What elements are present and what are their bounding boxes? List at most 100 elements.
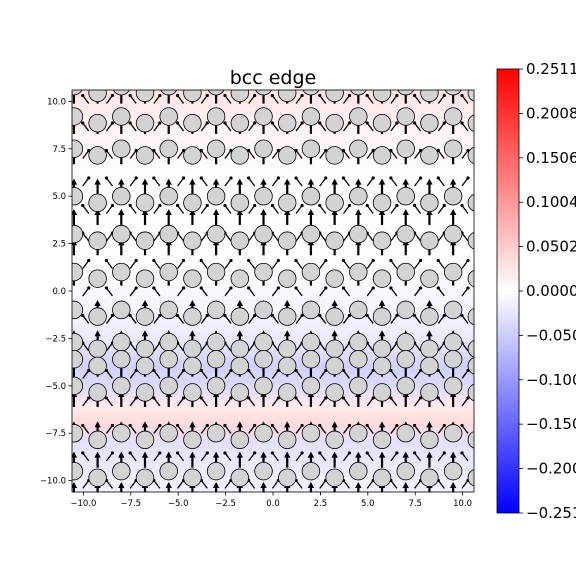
atom-marker xyxy=(278,231,297,250)
atom-marker xyxy=(467,232,474,250)
atom-marker xyxy=(396,224,415,244)
atom-marker xyxy=(301,350,321,369)
atom-marker xyxy=(183,356,202,376)
atom-marker xyxy=(112,376,131,396)
displacement-arrows xyxy=(72,90,474,492)
y-tick-label: 7.5 xyxy=(52,145,66,155)
atom-marker xyxy=(88,339,107,359)
atom-marker xyxy=(467,357,474,375)
colorbar-tick-label: −0.1506 xyxy=(526,415,576,433)
atom-marker xyxy=(349,461,368,481)
atom-marker xyxy=(207,90,225,96)
atom-marker xyxy=(301,332,321,352)
atom-marker xyxy=(88,307,107,326)
atom-marker xyxy=(372,146,392,165)
atom-marker xyxy=(159,332,178,352)
atom-marker xyxy=(230,307,250,326)
y-tick-label: −10.0 xyxy=(40,477,66,487)
atom-marker xyxy=(467,431,474,449)
x-tick-label: 2.5 xyxy=(314,499,328,509)
atom-marker xyxy=(325,90,344,103)
atom-marker xyxy=(420,339,439,359)
atom-marker xyxy=(183,468,202,487)
atom-marker xyxy=(467,269,474,288)
atom-marker xyxy=(72,350,84,369)
atom-marker xyxy=(112,224,131,244)
atom-marker xyxy=(372,339,392,359)
atom-marker xyxy=(135,146,155,165)
atom-marker xyxy=(206,224,226,244)
atom-marker xyxy=(396,332,415,352)
atom-marker xyxy=(230,113,250,133)
atom-marker xyxy=(467,194,474,212)
atom-marker xyxy=(444,90,462,96)
atom-marker xyxy=(325,430,344,450)
x-tick-label: −10.0 xyxy=(70,499,96,509)
x-tick-label: −2.5 xyxy=(215,499,236,509)
colorbar-tick-label: 0.2008 xyxy=(526,104,576,122)
x-tick-label: 5.0 xyxy=(361,499,375,509)
colorbar-tick-label: 0.1506 xyxy=(526,149,576,167)
atom-marker xyxy=(135,356,155,376)
atom-marker xyxy=(206,262,226,282)
x-tick-label: 7.5 xyxy=(408,499,422,509)
atom-marker xyxy=(159,262,178,282)
atom-marker xyxy=(301,300,321,320)
atom-marker xyxy=(230,430,250,450)
atom-marker xyxy=(254,332,273,352)
atom-marker xyxy=(420,269,439,288)
atom-marker xyxy=(443,224,463,244)
atom-marker xyxy=(72,262,84,282)
atom-marker xyxy=(112,300,131,320)
atom-marker xyxy=(443,350,463,369)
colorbar-tick-label: 0.0502 xyxy=(526,238,576,256)
atom-marker xyxy=(467,146,474,165)
atom-marker xyxy=(135,430,155,450)
atom-marker xyxy=(254,424,273,443)
atom-marker xyxy=(72,139,84,158)
atom-marker xyxy=(396,107,415,126)
y-tick-label: −5.0 xyxy=(45,382,66,392)
x-tick-label: −5.0 xyxy=(168,499,189,509)
atom-marker xyxy=(88,146,107,165)
atom-marker xyxy=(206,376,226,396)
x-tick-label: 10.0 xyxy=(453,499,472,509)
atom-marker xyxy=(278,113,297,133)
atom-marker xyxy=(467,383,474,402)
atom-marker xyxy=(443,376,463,396)
colorbar-tick-label: −0.1004 xyxy=(526,371,576,389)
colorbar-tick-label: −0.0502 xyxy=(526,326,576,344)
atom-marker xyxy=(372,90,392,103)
atom-marker xyxy=(301,461,321,481)
atom-marker xyxy=(183,339,202,359)
atom-marker xyxy=(396,262,415,282)
atom-marker xyxy=(278,356,297,376)
atom-marker xyxy=(88,383,107,402)
atom-marker xyxy=(396,424,415,443)
atom-marker xyxy=(396,461,415,481)
atom-marker xyxy=(325,193,344,213)
atom-marker xyxy=(72,90,83,96)
atom-marker xyxy=(255,90,272,96)
atom-marker xyxy=(72,300,84,320)
atom-marker xyxy=(230,231,250,250)
atom-marker xyxy=(325,468,344,487)
atom-marker xyxy=(88,430,107,450)
atom-marker xyxy=(112,186,131,206)
atom-marker xyxy=(230,269,250,288)
plot-area xyxy=(71,89,475,493)
atom-marker xyxy=(396,300,415,320)
atom-marker xyxy=(443,107,463,126)
atom-marker xyxy=(420,468,439,487)
atom-marker xyxy=(301,424,321,443)
atom-marker xyxy=(301,262,321,282)
atom-marker xyxy=(88,193,107,213)
atom-marker xyxy=(420,193,439,213)
atom-marker xyxy=(420,356,439,376)
atom-marker xyxy=(278,307,297,326)
atom-marker xyxy=(230,468,250,487)
atom-marker xyxy=(206,332,226,352)
atom-marker xyxy=(301,107,321,126)
atom-marker xyxy=(230,383,250,402)
